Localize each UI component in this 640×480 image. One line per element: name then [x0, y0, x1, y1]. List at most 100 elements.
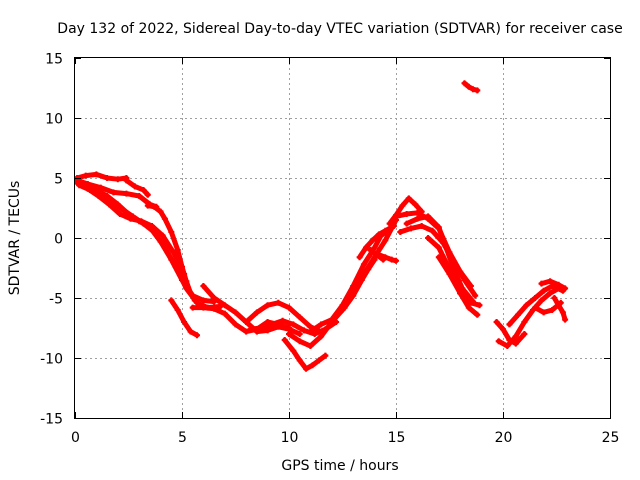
data-point [540, 287, 547, 294]
data-point [547, 290, 554, 297]
series-line-track-15 [307, 223, 397, 335]
data-point [172, 263, 179, 270]
data-point [328, 316, 335, 323]
data-point [161, 244, 168, 251]
data-point [365, 266, 372, 273]
data-point [322, 352, 329, 359]
series-line-track-22 [397, 223, 478, 299]
data-point [318, 321, 325, 328]
series-line-track-3 [123, 177, 151, 198]
data-point [386, 220, 393, 227]
data-point [388, 224, 395, 231]
data-point [286, 304, 292, 311]
data-point [110, 189, 117, 196]
data-point [144, 202, 151, 209]
data-point [307, 328, 314, 335]
data-point [157, 208, 164, 215]
data-point [540, 309, 547, 316]
series-line-track-32 [539, 278, 568, 291]
y-tick-label: -15 [40, 412, 63, 428]
data-point [562, 316, 569, 323]
data-point [191, 297, 198, 304]
data-point [532, 304, 539, 311]
x-tick-label: 20 [495, 430, 513, 446]
data-point [341, 304, 348, 311]
data-point [425, 235, 432, 241]
data-point [170, 249, 177, 256]
data-point [268, 321, 275, 328]
data-point [500, 326, 506, 333]
y-tick-labels: -15 -10 -5 0 5 10 15 [40, 52, 63, 428]
data-point [106, 201, 113, 208]
data-point [375, 231, 382, 238]
data-point [461, 277, 468, 283]
data-point [149, 223, 155, 229]
data-point [221, 302, 228, 309]
data-point [296, 331, 303, 337]
data-point [290, 347, 297, 354]
data-point [211, 295, 218, 301]
data-point [303, 365, 310, 372]
data-point [200, 304, 207, 311]
data-point [435, 244, 442, 251]
data-point [425, 213, 432, 220]
data-point [442, 242, 449, 249]
y-tick-label: -10 [40, 352, 63, 368]
data-point [363, 244, 369, 251]
data-point [515, 311, 521, 318]
data-point [281, 337, 288, 343]
data-point [506, 321, 513, 328]
data-point [258, 325, 265, 331]
data-point [504, 343, 511, 349]
data-point [538, 280, 545, 287]
data-point [382, 227, 389, 234]
data-point [414, 215, 421, 222]
series-line-track-28 [496, 285, 562, 349]
data-point [388, 256, 395, 263]
x-tick-label: 10 [281, 430, 299, 446]
data-point [375, 251, 382, 258]
data-point [296, 357, 303, 364]
x-tick-label: 15 [388, 430, 406, 446]
data-point [93, 171, 100, 178]
y-tick-label: 10 [45, 112, 63, 128]
data-point [296, 338, 303, 345]
data-point [136, 193, 143, 199]
data-point [547, 278, 554, 285]
plot-frame [74, 57, 611, 419]
data-point [296, 314, 303, 321]
data-point [555, 302, 562, 309]
data-point [429, 227, 436, 234]
data-point [397, 229, 404, 235]
data-point [264, 302, 271, 309]
data-point [159, 232, 166, 239]
x-axis-title: GPS time / hours [281, 458, 398, 474]
data-point [221, 310, 228, 317]
data-point [279, 317, 286, 324]
data-point [476, 302, 483, 309]
data-point [414, 209, 421, 216]
y-tick-label: 0 [54, 232, 63, 248]
data-point [512, 333, 519, 340]
y-tick-label: 15 [45, 52, 63, 68]
data-point [521, 319, 528, 325]
data-point [461, 80, 468, 87]
data-point [495, 338, 502, 345]
data-point [311, 331, 318, 337]
data-point [399, 202, 406, 209]
data-point [131, 183, 138, 190]
data-point [412, 201, 419, 208]
data-point [290, 321, 297, 328]
tick-marks [75, 58, 611, 419]
data-point [356, 254, 363, 261]
data-point [114, 176, 121, 183]
data-point [435, 224, 442, 231]
series-line-track-11 [243, 300, 324, 335]
data-point [465, 83, 472, 90]
data-point [512, 340, 519, 347]
data-point [211, 305, 218, 312]
y-axis-title: SDTVAR / TECUs [7, 181, 23, 296]
data-point [243, 319, 250, 325]
data-point [232, 309, 239, 316]
data-point [446, 271, 453, 277]
